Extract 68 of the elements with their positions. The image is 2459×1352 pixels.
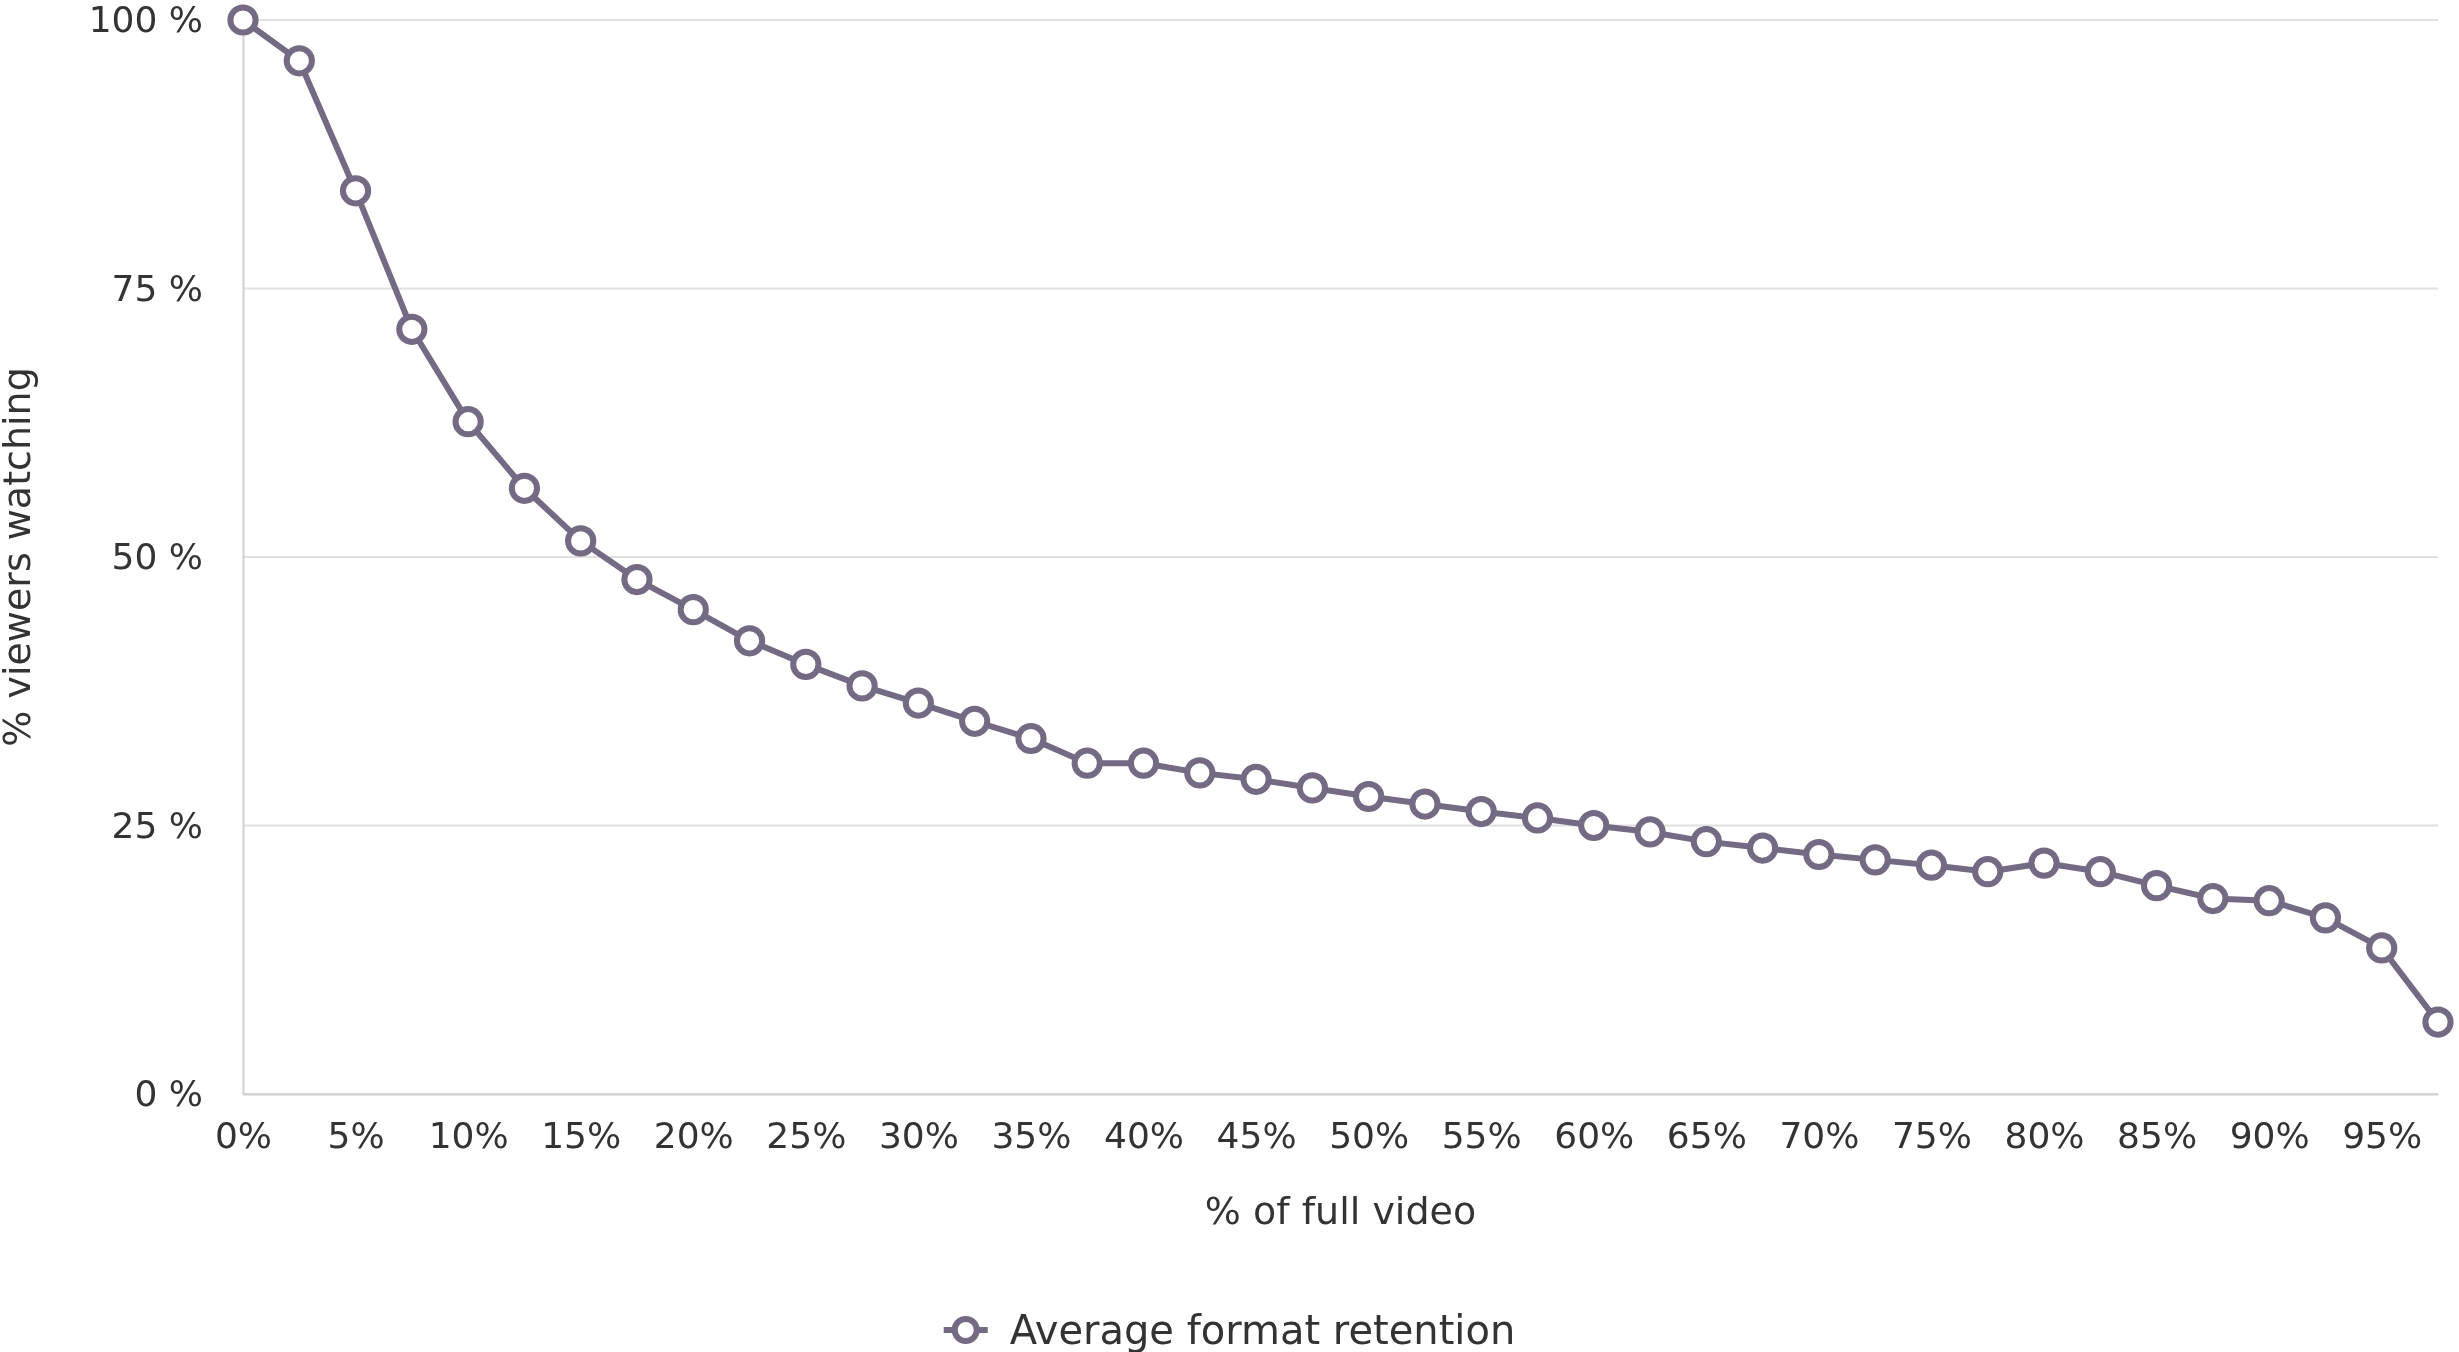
- x-tick-label: 50%: [1329, 1114, 1410, 1156]
- point: [2253, 885, 2285, 917]
- x-tick-label: 25%: [766, 1114, 847, 1156]
- x-tick-label: 85%: [2117, 1114, 2198, 1156]
- x-tick-label: 70%: [1779, 1114, 1860, 1156]
- point: [1972, 856, 2004, 888]
- point: [1409, 788, 1441, 820]
- point: [1015, 722, 1047, 755]
- point: [1127, 747, 1160, 779]
- point: [790, 648, 822, 680]
- point: [2028, 847, 2060, 879]
- point: [733, 625, 766, 657]
- point: [1578, 809, 1610, 842]
- y-tick-label: 0 %: [134, 1073, 203, 1115]
- y-tick-label: 100 %: [88, 0, 203, 41]
- point: [1465, 795, 1497, 828]
- point: [677, 594, 709, 626]
- point: [227, 4, 259, 36]
- x-tick-label: 60%: [1554, 1114, 1635, 1156]
- y-axis-title: % viewers watching: [0, 367, 39, 747]
- point: [508, 472, 541, 504]
- x-axis-title: % of full video: [1204, 1189, 1477, 1233]
- point: [2084, 856, 2116, 888]
- point: [1184, 757, 1216, 789]
- x-tick-label: 90%: [2229, 1114, 2310, 1156]
- point: [846, 670, 878, 702]
- point: [1240, 763, 1272, 795]
- point: [1296, 772, 1328, 804]
- point: [452, 406, 484, 438]
- point: [902, 687, 934, 719]
- point: [1803, 838, 1835, 871]
- x-tick-label: 80%: [2004, 1114, 2085, 1156]
- x-tick-label: 75%: [1891, 1114, 1972, 1156]
- x-tick-label: 10%: [428, 1114, 509, 1156]
- y-tick-label: 25 %: [111, 804, 203, 846]
- x-tick-label: 5%: [327, 1114, 385, 1156]
- point: [339, 175, 372, 207]
- y-tick-label: 50 %: [111, 536, 203, 578]
- y-tick-label: 75 %: [111, 267, 203, 309]
- x-tick-label: 0%: [214, 1114, 273, 1156]
- point: [1690, 826, 1722, 858]
- x-tick-label: 95%: [2342, 1114, 2423, 1156]
- point: [1747, 832, 1779, 864]
- x-tick-label: 55%: [1441, 1114, 1522, 1156]
- x-tick-label: 35%: [991, 1114, 1072, 1156]
- x-tick-label: 15%: [541, 1114, 622, 1156]
- point: [565, 525, 597, 557]
- point: [2309, 902, 2342, 934]
- point: [1634, 816, 1666, 848]
- point: [1521, 802, 1554, 834]
- point: [2197, 882, 2229, 915]
- point: [2366, 932, 2398, 964]
- x-tick-label: 40%: [1104, 1114, 1185, 1156]
- point: [959, 705, 991, 737]
- point: [621, 563, 653, 596]
- point: [2422, 1006, 2454, 1038]
- x-tick-label: 30%: [878, 1114, 959, 1156]
- point: [2140, 870, 2173, 902]
- point: [283, 45, 315, 77]
- legend-label: Average format retention: [1009, 1307, 1516, 1352]
- point: [1071, 747, 1103, 779]
- x-tick-label: 65%: [1666, 1114, 1747, 1156]
- point: [1859, 844, 1891, 876]
- x-tick-label: 20%: [653, 1114, 734, 1156]
- point: [396, 313, 428, 345]
- point: [1353, 780, 1385, 813]
- point: [1915, 849, 1948, 881]
- x-tick-label: 45%: [1216, 1114, 1297, 1156]
